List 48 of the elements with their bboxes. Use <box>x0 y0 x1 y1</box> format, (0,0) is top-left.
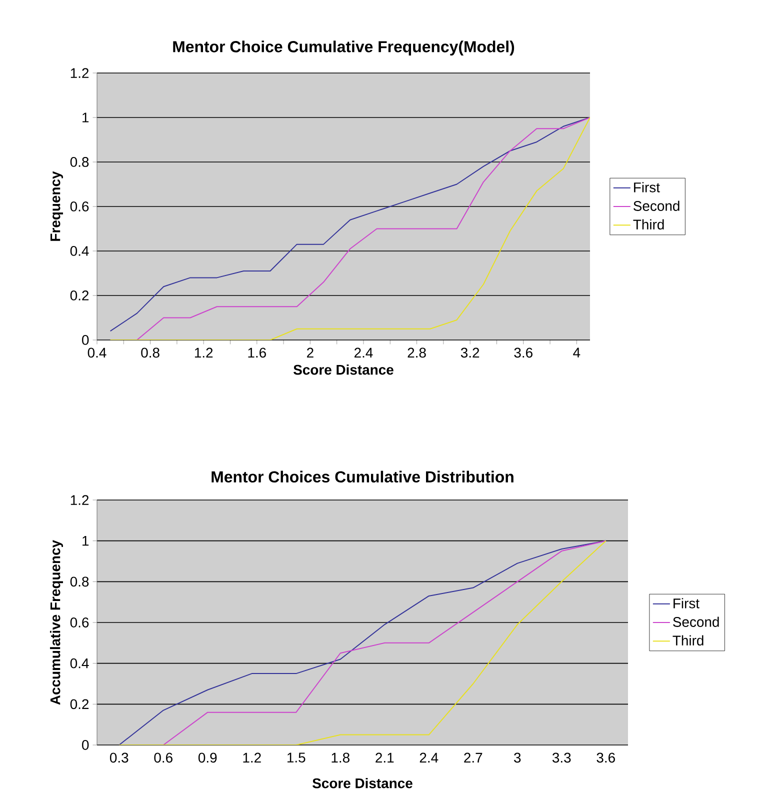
x-tick-label: 2 <box>307 348 314 358</box>
x-tick-label: 0.6 <box>154 752 172 763</box>
x-axis-title: Score Distance <box>312 778 412 788</box>
x-tick-label: 0.9 <box>198 752 217 763</box>
legend-label: Third <box>672 635 704 646</box>
y-tick-label: 1.2 <box>70 495 89 505</box>
legend-label: Second <box>673 616 719 627</box>
y-tick-label: 0.8 <box>70 576 89 587</box>
legend-label: First <box>634 182 660 192</box>
line-series <box>118 540 606 745</box>
y-tick-label: 0.4 <box>70 246 89 256</box>
x-tick-label: 0.8 <box>141 348 160 358</box>
x-tick-label: 2.1 <box>376 752 394 763</box>
x-tick-label: 2.4 <box>354 348 373 358</box>
x-axis-title: Score Distance <box>294 364 394 375</box>
y-tick-label: 0 <box>82 335 89 345</box>
y-tick-label: 0.6 <box>70 202 89 212</box>
x-tick-label: 4 <box>573 348 580 358</box>
x-tick-label: 2.4 <box>420 752 438 763</box>
x-tick-label: 1.6 <box>248 348 266 358</box>
y-tick-label: 0.2 <box>70 290 89 300</box>
y-tick-label: 0.4 <box>70 658 89 668</box>
x-tick-label: 3.6 <box>596 752 615 763</box>
x-tick-label: 2.8 <box>408 348 426 358</box>
legend-label: First <box>674 598 700 608</box>
y-tick-label: 0.6 <box>70 618 89 628</box>
x-tick-label: 1.2 <box>243 752 261 763</box>
chart-title: Mentor Choices Cumulative Distribution <box>212 470 514 482</box>
y-tick-label: 1.2 <box>70 68 89 78</box>
y-axis-title: Accumulative Frequency <box>50 540 63 705</box>
legend-label: Second <box>634 200 680 211</box>
x-tick-label: 1.5 <box>287 752 306 763</box>
y-axis-title: Frequency <box>50 171 63 241</box>
legend-label: Third <box>633 219 664 230</box>
chart-title: Mentor Choice Cumulative Frequency(Model) <box>173 40 514 56</box>
y-tick-label: 0 <box>82 740 89 750</box>
x-tick-label: 3.3 <box>552 752 571 763</box>
x-tick-label: 3.2 <box>460 348 480 358</box>
x-tick-label: 3.6 <box>514 348 532 358</box>
x-tick-label: 1.2 <box>194 348 213 358</box>
y-tick-label: 1 <box>82 112 89 122</box>
x-tick-label: 3 <box>514 752 521 763</box>
x-tick-label: 1.8 <box>332 752 350 763</box>
x-tick-label: 2.7 <box>464 752 482 763</box>
y-tick-label: 0.2 <box>70 699 89 710</box>
y-tick-label: 0.8 <box>70 157 89 167</box>
x-tick-label: 0.3 <box>110 752 128 763</box>
y-tick-label: 1 <box>82 536 89 546</box>
